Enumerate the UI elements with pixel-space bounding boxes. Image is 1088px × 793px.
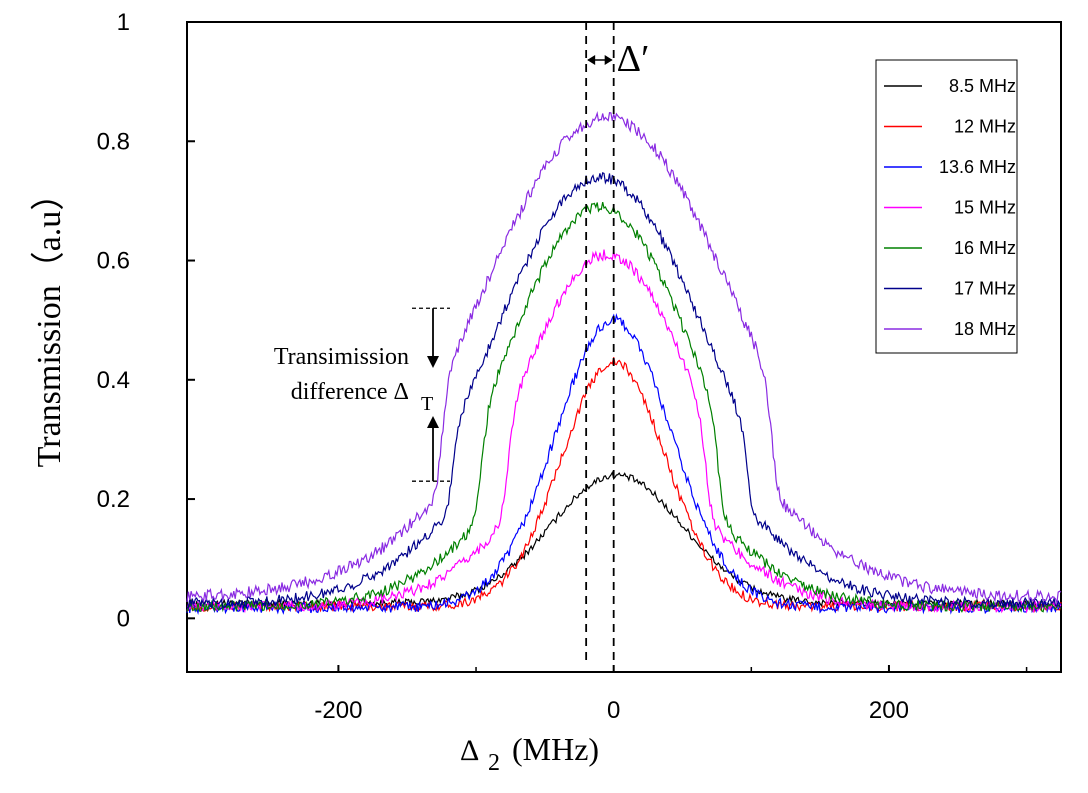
series-line-18-MHz [186, 111, 1062, 604]
y-tick-label: 0 [117, 605, 130, 632]
annotation-line1: Transimission [274, 344, 409, 370]
legend-box [875, 59, 1018, 354]
y-tick-label: 1 [117, 9, 130, 36]
y-axis-title: Transmission（a.u） [30, 177, 68, 468]
legend-label: 15 MHz [954, 198, 1016, 218]
delta-prime-arrowhead-left [587, 55, 596, 65]
ticks-group: -200 0 200 0 0.2 0.4 0.6 0.8 1 [97, 9, 1028, 724]
series-line-17-MHz [186, 171, 1062, 610]
legend-label: 17 MHz [954, 279, 1016, 299]
x-tick-label: 0 [607, 697, 620, 724]
legend: 8.5 MHz 12 MHz 13.6 MHz 15 MHz 16 MHz 17 MHz 1… [875, 59, 1018, 354]
annotation-line2-text: difference Δ [291, 379, 409, 405]
x-axis-title: Δ 2 (MHz) [460, 731, 599, 776]
legend-label: 18 MHz [954, 319, 1016, 339]
legend-label: 16 MHz [954, 238, 1016, 258]
legend-label: 13.6 MHz [939, 157, 1016, 177]
annotation-down-arrowhead [427, 356, 439, 368]
y-tick-label: 0.8 [97, 128, 130, 155]
series-line-16-MHz [186, 201, 1062, 613]
delta-prime-marker: Δ′ [585, 22, 650, 666]
x-tick-label: -200 [314, 697, 362, 724]
annotation-line2: difference Δ [291, 379, 409, 405]
x-tick-label: 200 [869, 697, 909, 724]
y-tick-label: 0.2 [97, 486, 130, 513]
plot-frame [186, 21, 1062, 673]
x-axis-title-unit: (MHz) [512, 731, 599, 767]
delta-prime-label: Δ′ [617, 38, 650, 80]
series-line-13-6-MHz [186, 312, 1062, 615]
x-axis-title-symbol: Δ [460, 734, 479, 767]
y-tick-label: 0.4 [97, 367, 130, 394]
delta-prime-arrowhead-right [604, 55, 613, 65]
annotation-up-arrowhead [427, 416, 439, 428]
x-axis-title-subscript: 2 [488, 750, 500, 776]
series-group [186, 111, 1062, 615]
transmission-difference-annotation: Transimission difference Δ T [274, 307, 450, 482]
annotation-subscript: T [421, 393, 433, 415]
y-tick-label: 0.6 [97, 248, 130, 275]
legend-label: 12 MHz [954, 117, 1016, 137]
legend-label: 8.5 MHz [949, 76, 1016, 96]
